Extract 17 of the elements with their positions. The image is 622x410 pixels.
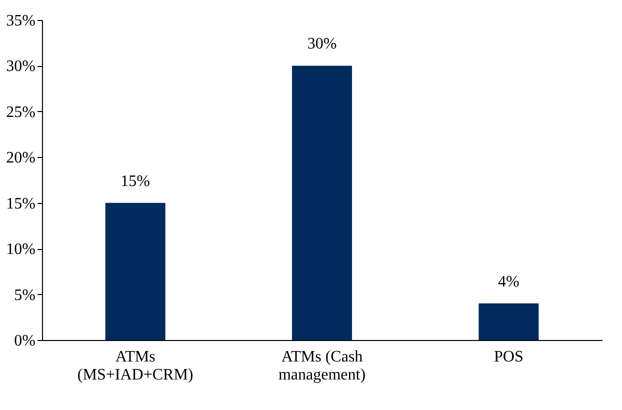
y-tick-label: 5%: [14, 286, 36, 304]
y-tick-label: 25%: [6, 104, 36, 121]
y-tick-label: 35%: [6, 12, 36, 30]
x-tick-label: ATMs (Cash management): [278, 348, 366, 384]
data-label: 4%: [498, 273, 520, 290]
bar: [105, 202, 166, 340]
y-tick-label: 10%: [6, 241, 36, 258]
y-tick-label: 20%: [6, 150, 36, 167]
data-label: 15%: [120, 172, 150, 190]
x-tick-label: ATMs (MS+IAD+CRM): [77, 348, 194, 384]
y-tick-label: 30%: [6, 58, 36, 76]
bar: [478, 303, 539, 340]
y-tick-label: 15%: [6, 195, 36, 212]
bar: [292, 66, 352, 340]
y-tick-label: 0%: [14, 332, 36, 350]
data-label: 30%: [307, 36, 337, 53]
x-tick-label: POS: [494, 348, 524, 366]
